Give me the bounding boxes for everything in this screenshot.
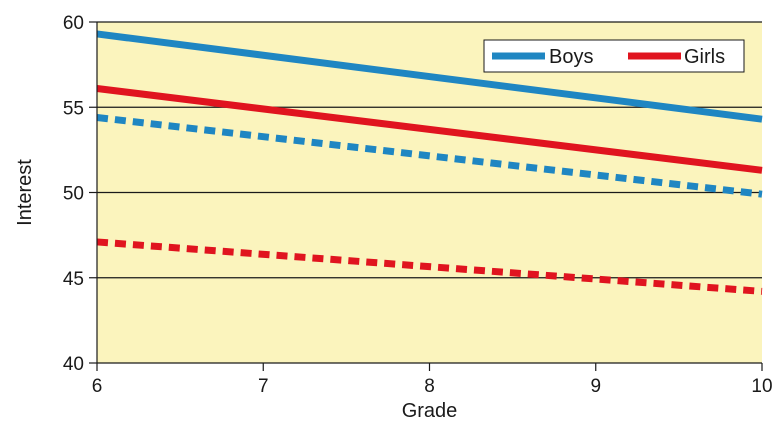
y-tick-label-50: 50: [63, 184, 84, 205]
x-tick-label-8: 8: [424, 376, 435, 397]
y-tick-label-55: 55: [63, 98, 84, 119]
legend: Boys Girls: [483, 39, 745, 73]
series-line-dashed-2: [96, 114, 763, 198]
series-lines: [96, 30, 763, 295]
series-line-girls: [96, 85, 763, 174]
legend-label-boys: Boys: [549, 46, 593, 68]
x-axis-label: Grade: [402, 400, 458, 422]
x-tick-label-10: 10: [751, 376, 772, 397]
x-tick-label-6: 6: [92, 376, 103, 397]
y-axis-label: Interest: [14, 159, 36, 226]
series-line-dashed-3: [96, 238, 763, 295]
y-tick-label-60: 60: [63, 13, 84, 34]
series-line-boys: [96, 30, 763, 123]
axes: [89, 21, 763, 371]
x-tick-label-9: 9: [590, 376, 601, 397]
legend-label-girls: Girls: [684, 46, 725, 68]
tick-labels: 40 45 50 55 60 6 7 8 9 10: [63, 13, 773, 397]
y-tick-label-40: 40: [63, 354, 84, 375]
x-tick-label-7: 7: [258, 376, 269, 397]
legend-box: [483, 39, 745, 73]
y-tick-label-45: 45: [63, 269, 84, 290]
